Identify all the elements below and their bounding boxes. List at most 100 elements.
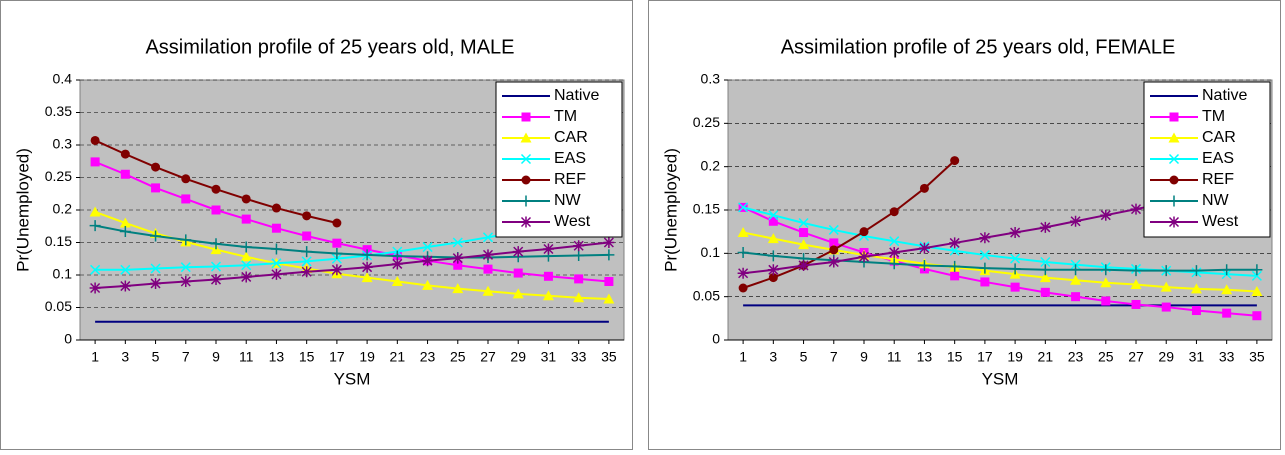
x-tick-label: 27	[1128, 349, 1144, 365]
marker	[573, 292, 585, 303]
marker	[1161, 302, 1171, 312]
marker	[520, 216, 532, 228]
y-tick-label: 0.4	[53, 71, 73, 87]
marker	[949, 260, 961, 272]
marker	[1070, 274, 1082, 285]
x-tick-label: 15	[299, 349, 315, 365]
marker	[89, 282, 101, 294]
marker	[452, 237, 463, 248]
marker	[767, 233, 779, 244]
marker	[270, 268, 282, 280]
x-tick-label: 25	[450, 349, 466, 365]
marker	[1169, 175, 1179, 185]
x-tick-label: 29	[1158, 349, 1174, 365]
marker	[89, 206, 101, 217]
marker	[828, 256, 840, 268]
marker	[798, 259, 810, 271]
marker	[151, 183, 161, 193]
legend-label: West	[554, 213, 591, 230]
y-tick-label: 0.2	[701, 157, 721, 173]
y-tick-label: 0.35	[45, 103, 72, 119]
marker	[241, 214, 251, 224]
x-tick-label: 15	[947, 349, 963, 365]
marker	[120, 149, 130, 159]
marker	[180, 276, 192, 287]
marker	[1009, 227, 1021, 239]
marker	[737, 227, 749, 238]
marker	[1131, 299, 1141, 309]
chart-panel: Assimilation profile of 25 years old, MA…	[0, 0, 633, 450]
marker	[1160, 265, 1172, 277]
series-line	[94, 160, 609, 283]
x-tick-label: 5	[800, 349, 808, 365]
marker	[949, 237, 961, 249]
legend-label: Native	[1202, 87, 1247, 104]
marker	[482, 285, 494, 296]
marker	[361, 249, 373, 261]
x-tick-label: 23	[1068, 349, 1084, 365]
y-tick-label: 0.25	[45, 168, 72, 184]
marker	[1100, 209, 1112, 221]
marker	[767, 250, 779, 262]
marker	[119, 225, 131, 237]
marker	[888, 246, 900, 258]
marker	[1251, 270, 1262, 281]
y-tick-label: 0.15	[45, 233, 72, 249]
marker	[1130, 265, 1142, 277]
x-tick-label: 13	[917, 349, 933, 365]
chart-panel: Assimilation profile of 25 years old, FE…	[648, 0, 1281, 450]
marker	[542, 290, 554, 301]
marker	[768, 216, 778, 226]
marker	[949, 245, 960, 256]
marker	[767, 264, 779, 276]
marker	[120, 264, 131, 275]
x-tick-label: 35	[1249, 349, 1265, 365]
marker	[422, 255, 434, 267]
y-axis-label: Pr(Unemployed)	[13, 148, 32, 272]
marker	[1190, 283, 1202, 294]
marker	[150, 230, 162, 242]
marker	[482, 232, 494, 243]
x-tick-label: 5	[152, 349, 160, 365]
marker	[950, 271, 960, 281]
marker	[829, 245, 839, 255]
marker	[521, 175, 531, 185]
marker	[1071, 292, 1081, 302]
marker	[391, 276, 403, 286]
marker	[90, 157, 100, 167]
marker	[1070, 215, 1082, 227]
marker	[768, 210, 779, 221]
y-tick-label: 0.15	[693, 201, 720, 217]
marker	[918, 242, 930, 254]
y-tick-label: 0.05	[693, 287, 720, 303]
marker	[391, 258, 403, 270]
marker	[542, 243, 554, 255]
x-tick-label: 19	[1007, 349, 1023, 365]
marker	[453, 260, 463, 270]
marker	[1100, 264, 1112, 276]
marker	[332, 238, 342, 248]
marker	[211, 205, 221, 215]
marker	[889, 207, 899, 217]
marker	[799, 228, 809, 238]
marker	[543, 271, 553, 281]
marker	[1070, 264, 1082, 276]
x-tick-label: 3	[769, 349, 777, 365]
x-axis-label: YSM	[982, 369, 1019, 388]
legend-label: CAR	[1202, 129, 1236, 146]
marker	[452, 252, 464, 264]
marker	[513, 268, 523, 278]
x-tick-label: 3	[121, 349, 129, 365]
marker	[1040, 256, 1051, 268]
marker	[603, 237, 615, 248]
marker	[1010, 282, 1020, 292]
marker	[520, 195, 532, 207]
x-tick-label: 13	[269, 349, 285, 365]
x-tick-label: 7	[830, 349, 838, 365]
x-tick-label: 33	[1219, 349, 1235, 365]
marker	[1101, 296, 1111, 306]
marker	[271, 258, 282, 269]
chart-title: Assimilation profile of 25 years old, MA…	[145, 36, 514, 58]
marker	[1252, 311, 1262, 321]
chart-title: Assimilation profile of 25 years old, FE…	[781, 36, 1176, 58]
